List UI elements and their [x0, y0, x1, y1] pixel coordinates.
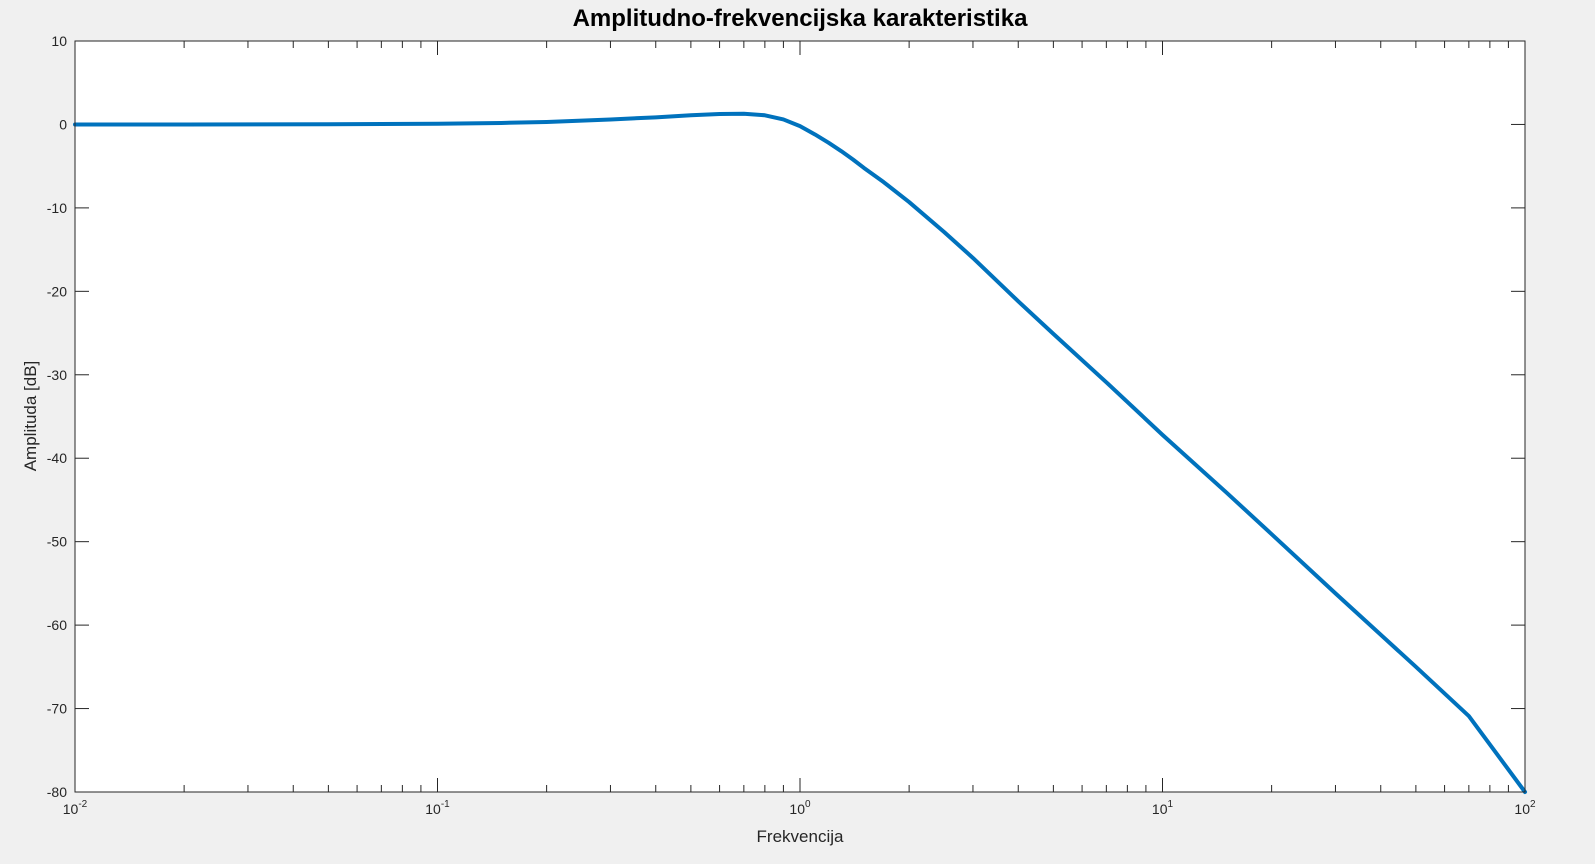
x-tick-label: 100: [789, 799, 811, 817]
x-tick-label: 10-2: [63, 799, 88, 817]
x-axis-label: Frekvencija: [757, 827, 844, 846]
x-tick-label-base: 10: [1152, 801, 1168, 817]
y-tick-label: 10: [51, 33, 67, 49]
minor-ticks: [183, 41, 1509, 792]
x-tick-label: 101: [1152, 799, 1174, 817]
x-tick-label-exponent: -2: [78, 799, 87, 810]
y-tick-label: -20: [47, 283, 67, 299]
y-tick-label: -40: [47, 450, 67, 466]
y-tick-label: -30: [47, 367, 67, 383]
series-layer: [73, 111, 1527, 794]
y-tick-label: -70: [47, 701, 67, 717]
series-line: [73, 111, 1527, 794]
x-tick-label-base: 10: [425, 801, 441, 817]
x-tick-label: 10-1: [425, 799, 450, 817]
x-tick-label-exponent: 1: [1168, 799, 1174, 810]
x-tick-label-base: 10: [63, 801, 79, 817]
x-tick-label: 102: [1514, 799, 1536, 817]
y-tick-labels: 10 0 -10 -20 -30 -40 -50 -60 -70 -80: [47, 33, 67, 800]
y-tick-label: -10: [47, 200, 67, 216]
y-tick-label: 0: [59, 116, 67, 132]
x-tick-labels: 10-2 10-1 100 101 102: [63, 799, 1536, 817]
chart-title: Amplitudno-frekvencijska karakteristika: [573, 5, 1029, 32]
x-tick-label-exponent: 0: [805, 799, 811, 810]
y-tick-label: -50: [47, 534, 67, 550]
x-tick-label-base: 10: [789, 801, 805, 817]
y-axis-label: Amplituda [dB]: [21, 361, 40, 472]
x-tick-label-exponent: -1: [441, 799, 450, 810]
x-tick-label-exponent: 2: [1530, 799, 1536, 810]
plot-area: [75, 41, 1525, 792]
x-tick-label-base: 10: [1514, 801, 1530, 817]
plot-frame: [74, 40, 1526, 793]
y-tick-label: -80: [47, 784, 67, 800]
y-tick-label: -60: [47, 617, 67, 633]
